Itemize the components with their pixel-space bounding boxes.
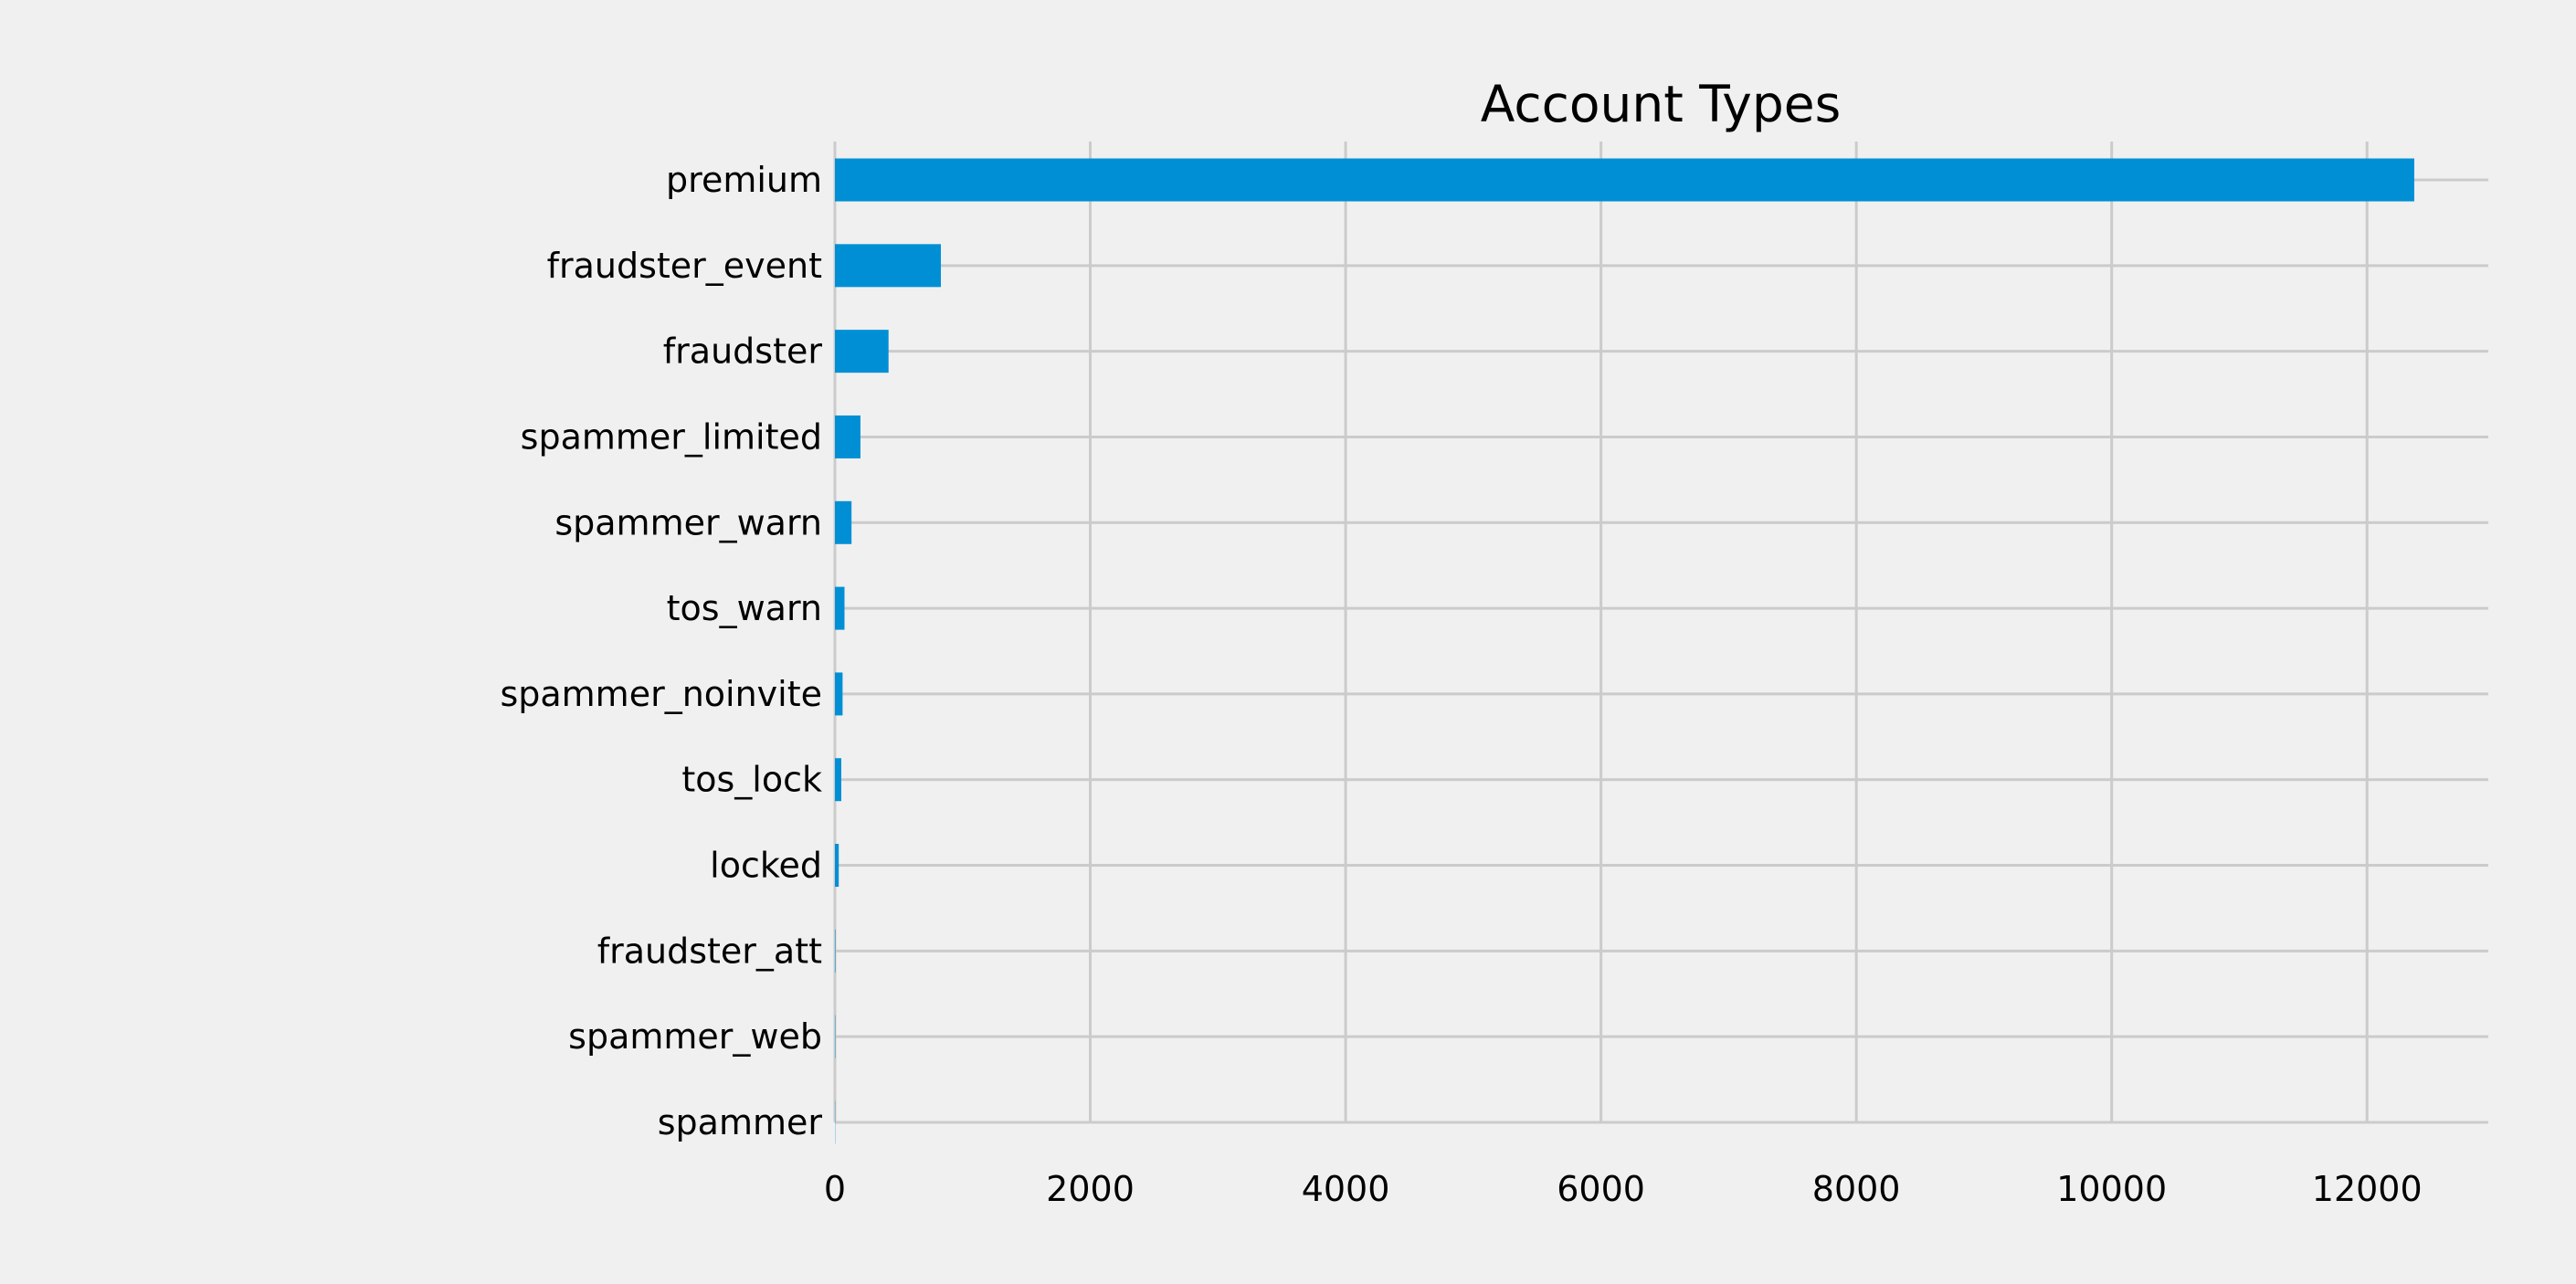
y-tick-label: spammer_limited — [521, 416, 822, 457]
y-tick-label: spammer — [658, 1102, 823, 1142]
x-tick-label: 12000 — [2312, 1169, 2423, 1209]
y-tick-label: premium — [666, 160, 822, 200]
x-axis-tick-labels: 0 2000 4000 6000 8000 10000 12000 — [824, 1169, 2423, 1209]
bar-spammer-limited — [835, 415, 860, 458]
bar-fraudster — [835, 330, 889, 374]
y-axis-tick-labels: premium fraudster_event fraudster spammer_l… — [500, 160, 822, 1142]
y-tick-label: spammer_warn — [554, 502, 822, 542]
bar-tos-warn — [835, 586, 845, 630]
vertical-gridlines — [833, 142, 2369, 1122]
x-tick-label: 8000 — [1812, 1169, 1901, 1209]
y-tick-label: locked — [710, 846, 822, 886]
y-tick-label: spammer_noinvite — [500, 674, 822, 714]
bar-fraudster-event — [835, 244, 942, 288]
bar-spammer-noinvite — [835, 672, 843, 716]
chart-title: Account Types — [1481, 75, 1842, 133]
y-tick-label: tos_lock — [681, 760, 822, 800]
bar-spammer-warn — [835, 500, 852, 544]
bar-premium — [835, 158, 2414, 202]
x-tick-label: 10000 — [2056, 1169, 2167, 1209]
x-tick-label: 4000 — [1302, 1169, 1390, 1209]
x-tick-label: 0 — [824, 1169, 846, 1209]
x-tick-label: 2000 — [1046, 1169, 1135, 1209]
y-tick-label: fraudster_event — [547, 246, 822, 286]
bar-series — [835, 158, 2414, 1144]
x-tick-label: 6000 — [1557, 1169, 1645, 1209]
y-tick-label: tos_warn — [667, 588, 822, 628]
bar-fraudster-att — [835, 929, 836, 973]
bar-tos-lock — [835, 758, 841, 802]
bar-locked — [835, 844, 839, 888]
y-tick-label: fraudster — [663, 332, 823, 372]
y-tick-label: spammer_web — [568, 1016, 822, 1057]
y-tick-label: fraudster_att — [597, 931, 822, 971]
